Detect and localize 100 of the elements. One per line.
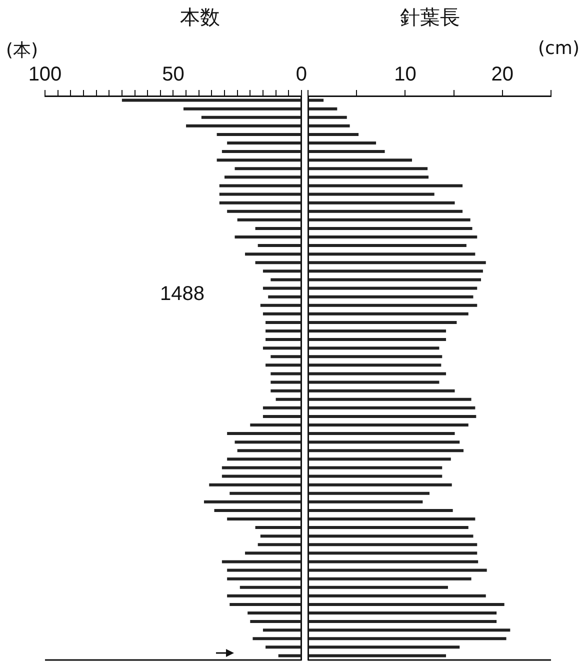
bar	[216, 132, 301, 136]
bar	[308, 330, 446, 332]
bar	[308, 286, 478, 290]
bar	[230, 492, 301, 495]
bar	[266, 320, 301, 324]
bar	[266, 338, 301, 342]
x-tick-label: 0	[296, 64, 307, 86]
bar	[308, 270, 483, 273]
bar	[262, 406, 301, 410]
x-tick-label: 50	[162, 64, 184, 86]
bar	[122, 98, 301, 102]
bar	[227, 142, 301, 144]
bar	[308, 466, 442, 470]
x-tick-label: 20	[491, 64, 514, 86]
bar	[262, 346, 301, 350]
bar	[262, 414, 301, 418]
bar	[270, 355, 301, 358]
bar	[308, 552, 478, 555]
bar	[308, 380, 440, 384]
bar	[260, 534, 301, 538]
bar	[227, 518, 301, 520]
bar	[308, 628, 510, 632]
bar	[240, 586, 301, 589]
bar	[245, 252, 301, 256]
bar	[308, 568, 487, 572]
bar	[308, 424, 468, 426]
bar	[262, 270, 301, 273]
bar	[308, 654, 446, 658]
bar	[234, 440, 301, 444]
bar	[255, 261, 301, 264]
bar	[308, 218, 470, 222]
bar	[308, 210, 463, 213]
bar	[222, 150, 301, 154]
bar	[308, 612, 497, 614]
bar	[308, 176, 429, 179]
bar	[308, 560, 478, 564]
bar	[308, 107, 338, 110]
bar	[308, 236, 478, 238]
bar	[262, 312, 301, 316]
bar	[308, 543, 478, 546]
bar	[308, 508, 453, 512]
bar	[308, 132, 359, 136]
bar	[209, 483, 301, 486]
bar	[308, 116, 347, 119]
bar	[308, 389, 455, 392]
bar	[234, 236, 301, 238]
bar	[308, 320, 457, 324]
bar	[308, 338, 446, 342]
bar	[266, 646, 301, 649]
bar	[308, 518, 476, 520]
bar	[308, 432, 455, 436]
bar	[237, 218, 301, 222]
bar	[308, 406, 476, 410]
bar	[227, 594, 301, 598]
bar	[219, 192, 301, 196]
bar	[308, 526, 468, 530]
bar	[308, 620, 497, 624]
bar	[260, 304, 301, 307]
bar	[308, 261, 486, 264]
bar	[216, 158, 301, 162]
bar	[308, 414, 476, 418]
bar	[255, 226, 301, 230]
bar	[308, 483, 452, 486]
x-tick-label: 10	[394, 64, 416, 86]
bar	[227, 458, 301, 461]
bar	[308, 364, 442, 367]
bar	[258, 244, 301, 248]
bar	[227, 577, 301, 580]
bar	[308, 124, 350, 128]
bar	[278, 654, 301, 658]
bar	[308, 372, 446, 376]
bar	[308, 150, 385, 154]
bar	[308, 602, 504, 606]
chart-title: 本数	[180, 4, 220, 31]
bar	[308, 167, 428, 170]
bar	[234, 167, 301, 170]
bar	[308, 474, 442, 478]
bar	[204, 500, 301, 504]
annotation: 1488	[160, 283, 204, 306]
bar	[248, 612, 301, 614]
bar	[308, 98, 324, 102]
bar	[308, 500, 423, 504]
bar	[308, 158, 412, 162]
bar	[201, 116, 301, 119]
bar	[183, 107, 301, 110]
bar	[308, 304, 478, 307]
bar	[270, 278, 301, 282]
bar	[222, 560, 301, 564]
bar	[308, 534, 474, 538]
bar	[308, 637, 506, 640]
bar	[230, 602, 301, 606]
bar	[186, 124, 301, 128]
bar	[308, 312, 468, 316]
bar	[245, 552, 301, 555]
bar	[308, 244, 466, 248]
bar	[308, 577, 472, 580]
bar	[258, 543, 301, 546]
bar	[308, 252, 476, 256]
bar	[224, 176, 301, 179]
bar	[255, 526, 301, 530]
